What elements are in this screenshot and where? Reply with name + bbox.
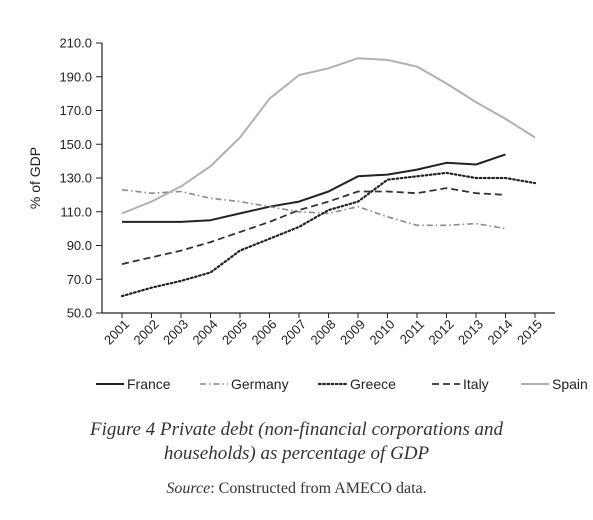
x-axis-ticks: 2001200220032004200520062007200820092010… [101, 313, 545, 348]
line-chart: 50.0 70.0 90.0 110.0 130.0 150.0 170.0 190.0 210… [27, 36, 588, 393]
y-tick-label: 170.0 [59, 103, 92, 118]
x-tick-label: 2010 [367, 317, 398, 348]
legend-label-greece: Greece [350, 376, 396, 392]
figure-caption-line-1: Figure 4 Private debt (non-financial cor… [89, 419, 504, 440]
legend-label-germany: Germany [231, 376, 289, 392]
x-tick-label: 2011 [397, 317, 427, 347]
legend-label-spain: Spain [552, 376, 588, 392]
source-text: : Constructed from AMECO data. [210, 480, 427, 497]
legend-label-italy: Italy [463, 376, 489, 392]
figure-caption: Figure 4 Private debt (non-financial cor… [0, 418, 593, 466]
x-tick-label: 2007 [278, 317, 309, 348]
y-tick-label: 130.0 [59, 171, 92, 186]
x-tick-label: 2004 [190, 317, 221, 348]
y-tick-label: 210.0 [59, 36, 92, 51]
y-tick-label: 50.0 [67, 306, 92, 321]
chart-series [120, 57, 537, 298]
x-tick-label: 2012 [426, 317, 457, 348]
series-line-italy [121, 187, 506, 265]
y-axis-label: % of GDP [27, 147, 43, 209]
x-tick-label: 2015 [514, 317, 545, 348]
series-line-spain [121, 57, 536, 215]
x-tick-label: 2005 [219, 317, 250, 348]
x-tick-label: 2009 [337, 317, 368, 348]
series-line-greece [120, 171, 537, 298]
figure-source: Source: Constructed from AMECO data. [0, 480, 593, 498]
y-tick-label: 70.0 [67, 272, 92, 287]
x-tick-label: 2002 [131, 317, 162, 348]
x-tick-label: 2006 [249, 317, 280, 348]
y-axis-ticks: 50.0 70.0 90.0 110.0 130.0 150.0 170.0 190.0 210… [59, 36, 102, 321]
y-tick-label: 110.0 [60, 204, 92, 219]
source-label: Source [166, 480, 211, 497]
x-tick-label: 2014 [485, 317, 516, 348]
y-tick-label: 150.0 [59, 137, 92, 152]
x-tick-label: 2013 [455, 317, 486, 348]
y-tick-label: 190.0 [59, 69, 92, 84]
x-tick-label: 2001 [101, 317, 132, 348]
series-line-france [122, 153, 506, 223]
legend: France Germany Greece Italy Spain [96, 376, 588, 392]
x-tick-label: 2008 [308, 317, 339, 348]
y-tick-label: 90.0 [67, 238, 92, 253]
legend-label-france: France [127, 376, 171, 392]
x-tick-label: 2003 [160, 317, 191, 348]
series-line-germany [121, 189, 506, 230]
figure-caption-line-2: households) as percentage of GDP [163, 443, 430, 464]
